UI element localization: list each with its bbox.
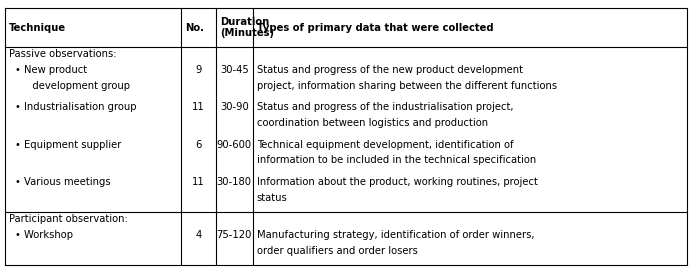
Text: Passive observations:: Passive observations: (9, 49, 116, 59)
Text: 30-45: 30-45 (220, 65, 248, 75)
Text: Status and progress of the industrialisation project,: Status and progress of the industrialisa… (257, 102, 513, 112)
Text: 90-600: 90-600 (217, 140, 252, 150)
Text: project, information sharing between the different functions: project, information sharing between the… (257, 81, 557, 91)
Text: • Workshop: • Workshop (15, 230, 73, 240)
Text: 6: 6 (195, 140, 202, 150)
Text: 9: 9 (195, 65, 202, 75)
Text: Types of primary data that were collected: Types of primary data that were collecte… (257, 23, 493, 32)
Text: • Equipment supplier: • Equipment supplier (15, 140, 121, 150)
Text: 30-180: 30-180 (217, 177, 252, 187)
Text: 75-120: 75-120 (217, 230, 252, 240)
Text: 11: 11 (192, 177, 205, 187)
Text: 30-90: 30-90 (220, 102, 248, 112)
Text: coordination between logistics and production: coordination between logistics and produ… (257, 118, 488, 128)
Text: order qualifiers and order losers: order qualifiers and order losers (257, 246, 417, 256)
Text: Participant observation:: Participant observation: (9, 214, 128, 224)
Text: Manufacturing strategy, identification of order winners,: Manufacturing strategy, identification o… (257, 230, 534, 240)
Text: • New product: • New product (15, 65, 86, 75)
Text: Technique: Technique (9, 23, 66, 32)
Text: Technical equipment development, identification of: Technical equipment development, identif… (257, 140, 513, 150)
Text: status: status (257, 192, 287, 203)
Text: Status and progress of the new product development: Status and progress of the new product d… (257, 65, 522, 75)
Text: information to be included in the technical specification: information to be included in the techni… (257, 155, 536, 165)
Text: 4: 4 (195, 230, 202, 240)
Text: 11: 11 (192, 102, 205, 112)
Text: • Industrialisation group: • Industrialisation group (15, 102, 136, 112)
Text: No.: No. (185, 23, 204, 32)
Text: Information about the product, working routines, project: Information about the product, working r… (257, 177, 538, 187)
Text: Duration
(Minutes): Duration (Minutes) (220, 17, 274, 38)
Text: development group: development group (23, 81, 130, 91)
Text: • Various meetings: • Various meetings (15, 177, 110, 187)
